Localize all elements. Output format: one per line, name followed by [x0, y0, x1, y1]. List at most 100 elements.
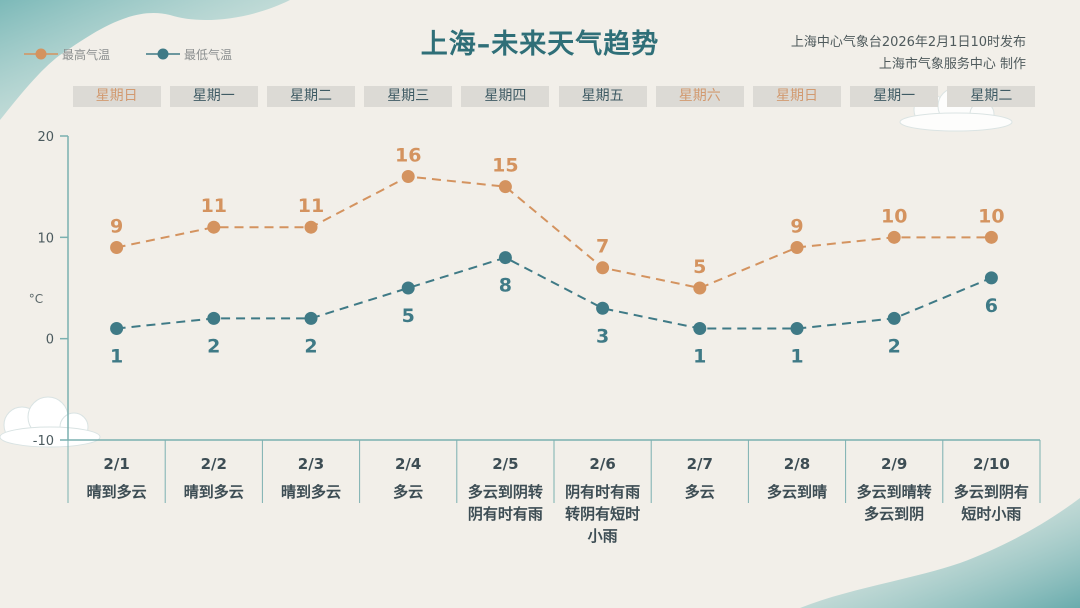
weekday-label: 星期一: [169, 86, 258, 107]
high-temp-label: 11: [201, 195, 227, 217]
high-temp-point: [304, 220, 318, 234]
low-temp-label: 2: [304, 335, 317, 357]
high-temp-point: [498, 180, 512, 194]
weather-description: 多云到阴转阴有时有雨: [457, 481, 554, 525]
high-temp-label: 11: [298, 195, 324, 217]
y-tick-label: 10: [37, 231, 54, 246]
low-temp-label: 5: [402, 305, 415, 327]
high-temp-label: 10: [881, 205, 907, 227]
low-temp-point: [984, 271, 998, 285]
weather-description-line: 晴到多云: [86, 483, 147, 501]
date-label: 2/8: [783, 455, 811, 473]
low-temp-point: [887, 311, 901, 325]
weekday-label: 星期三: [364, 86, 453, 107]
weather-description-line: 短时小雨: [961, 505, 1022, 523]
low-temp-label: 1: [693, 346, 706, 368]
page-title: 上海–未来天气趋势: [420, 29, 660, 60]
weather-description-line: 多云到阴: [864, 505, 925, 523]
cloud-decoration-left: [0, 396, 101, 448]
high-temp-label: 9: [790, 215, 803, 237]
high-temp-label: 16: [395, 145, 421, 167]
date-label: 2/2: [200, 455, 227, 473]
weather-description: 多云: [360, 481, 457, 503]
high-temp-point: [110, 240, 124, 254]
high-temp-label: 9: [110, 215, 123, 237]
low-temp-label: 2: [207, 335, 220, 357]
weather-description-line: 多云到阴有: [953, 483, 1029, 501]
date-label: 2/9: [881, 455, 908, 473]
weekday-label: 星期日: [753, 86, 841, 107]
low-temp-point: [596, 301, 610, 315]
low-temp-label: 2: [888, 335, 901, 357]
high-temp-point: [596, 261, 610, 275]
weather-description-line: 阴有时有雨: [565, 483, 641, 501]
date-label: 2/1: [103, 455, 130, 473]
high-temp-label: 7: [596, 236, 609, 258]
legend-low-marker-icon: [146, 48, 180, 60]
high-temp-label: 5: [693, 256, 706, 278]
issuer-line: 上海中心气象台2026年2月1日10时发布: [790, 35, 1026, 50]
weather-description-line: 晴到多云: [183, 483, 244, 501]
y-tick-label: 20: [37, 130, 54, 145]
low-temp-label: 3: [596, 325, 609, 347]
high-temp-point: [790, 240, 804, 254]
y-tick-label: -10: [33, 434, 54, 449]
weather-description-line: 多云到晴: [766, 483, 827, 501]
weather-description-line: 阴有时有雨: [467, 505, 543, 523]
weather-description: 晴到多云: [262, 481, 359, 503]
high-temp-label: 10: [978, 205, 1004, 227]
date-label: 2/7: [686, 455, 713, 473]
low-temp-label: 6: [985, 295, 998, 317]
weather-description-line: 转阴有短时: [565, 505, 641, 523]
weekday-label: 星期六: [655, 86, 744, 107]
date-label: 2/5: [492, 455, 519, 473]
weather-description: 多云到阴有 短时小雨: [943, 481, 1040, 525]
weekday-label: 星期四: [461, 86, 550, 107]
low-temp-point: [498, 251, 512, 265]
legend-high-marker-icon: [24, 48, 58, 60]
weather-description-line: 多云到阴转: [467, 483, 543, 501]
legend-high-label: 最高气温: [62, 47, 111, 62]
low-temp-label: 1: [110, 346, 123, 368]
weekday-label: 星期日: [72, 86, 161, 107]
date-label: 2/10: [972, 455, 1010, 473]
high-temp-point: [693, 281, 707, 295]
weather-description-line: 多云到晴转: [856, 483, 932, 501]
weather-description: 多云到晴转 多云到阴: [846, 481, 943, 525]
high-temp-point: [984, 230, 998, 244]
low-temp-point: [693, 322, 707, 336]
y-tick-label: 0: [46, 333, 54, 348]
producer-line: 上海市气象服务中心 制作: [878, 57, 1026, 72]
high-temp-point: [207, 220, 221, 234]
weather-description: 晴到多云: [165, 481, 262, 503]
weekday-label: 星期一: [850, 86, 939, 107]
watercolor-decoration-top-left: [0, 0, 290, 120]
high-temp-line: [116, 175, 992, 290]
weather-description-line: 小雨: [587, 527, 618, 545]
watercolor-decoration-bottom-right: [800, 498, 1080, 608]
weather-description: 晴到多云: [68, 481, 165, 503]
low-temp-point: [401, 281, 415, 295]
high-temp-point: [887, 230, 901, 244]
low-temp-label: 8: [499, 275, 512, 297]
weather-description-line: 晴到多云: [280, 483, 341, 501]
y-axis-unit-label: °C: [29, 292, 43, 306]
date-label: 2/6: [589, 455, 616, 473]
low-temp-point: [110, 322, 124, 336]
low-temp-point: [207, 311, 221, 325]
weekday-label: 星期五: [558, 86, 647, 107]
legend-low-label: 最低气温: [184, 47, 233, 62]
weather-description: 多云到晴: [748, 481, 845, 503]
low-temp-point: [790, 322, 804, 336]
weather-description-line: 多云: [393, 483, 424, 501]
high-temp-label: 15: [492, 155, 518, 177]
legend-high-temp: 最高气温: [24, 44, 110, 64]
low-temp-point: [304, 311, 318, 325]
weekday-label: 星期二: [267, 86, 355, 107]
weather-description: 阴有时有雨转阴有短时小雨: [554, 481, 651, 547]
date-label: 2/3: [297, 455, 325, 473]
date-label: 2/4: [395, 455, 422, 473]
weather-description: 多云: [651, 481, 748, 503]
weekday-label: 星期二: [947, 86, 1036, 107]
